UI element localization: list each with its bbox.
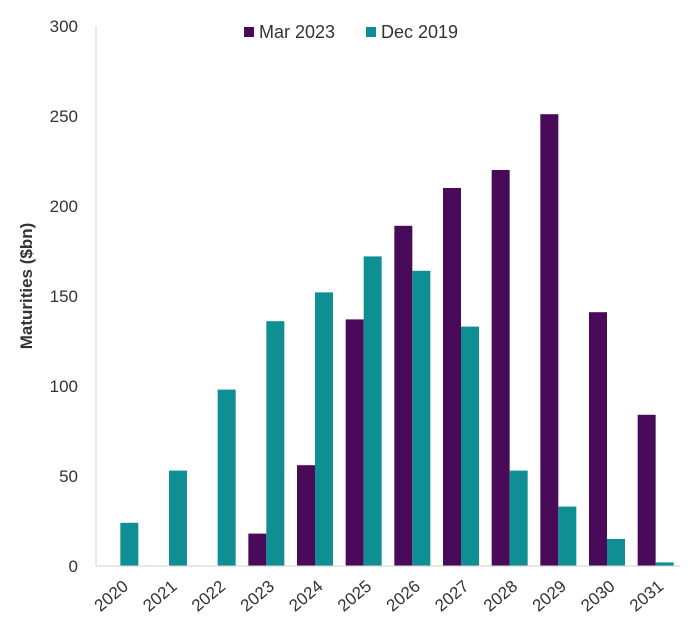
- legend-swatch: [244, 27, 254, 37]
- bar-mar-2023-2031: [637, 414, 656, 566]
- bar-dec-2019-2023: [266, 321, 285, 566]
- y-tick-label: 0: [69, 557, 78, 576]
- x-tick-label: 2020: [91, 577, 132, 616]
- x-tick-label: 2022: [188, 577, 229, 616]
- x-tick-label: 2027: [431, 577, 472, 616]
- bar-dec-2019-2031: [655, 562, 674, 566]
- bar-dec-2019-2027: [461, 326, 479, 566]
- bar-dec-2019-2022: [217, 389, 236, 566]
- x-tick-label: 2025: [334, 577, 375, 616]
- x-tick-label: 2023: [237, 577, 278, 616]
- bar-mar-2023-2025: [345, 319, 364, 566]
- bar-dec-2019-2028: [509, 470, 528, 566]
- y-axis-title: Maturities ($bn): [17, 223, 36, 350]
- bar-mar-2023-2029: [540, 114, 559, 566]
- y-axis-ticks: 0 50 100 150 200 250 300: [50, 17, 78, 576]
- bar-dec-2019-2024: [315, 292, 333, 566]
- x-tick-label: 2021: [139, 577, 180, 616]
- bar-dec-2019-2020: [120, 522, 139, 566]
- x-tick-label: 2031: [626, 577, 667, 616]
- bar-dec-2019-2030: [607, 539, 625, 566]
- y-tick-label: 250: [50, 107, 78, 126]
- bar-mar-2023-2027: [443, 188, 461, 566]
- x-tick-label: 2030: [577, 577, 618, 616]
- x-axis-ticks: 2020 2021 2022 2023 2024 2025 2026 2027 2028 2029…: [91, 577, 668, 616]
- bar-mar-2023-2023: [248, 533, 267, 566]
- y-tick-label: 300: [50, 17, 78, 36]
- bar-dec-2019-2026: [412, 270, 431, 566]
- bar-mar-2023-2028: [491, 170, 510, 566]
- x-tick-label: 2029: [529, 577, 570, 616]
- y-tick-label: 200: [50, 197, 78, 216]
- legend-swatch: [366, 27, 376, 37]
- bar-mar-2023-2024: [297, 465, 315, 566]
- bar-dec-2019-2021: [169, 470, 187, 566]
- bar-mar-2023-2030: [589, 312, 607, 566]
- legend: Mar 2023 Dec 2019: [244, 22, 458, 42]
- x-tick-label: 2026: [383, 577, 424, 616]
- legend-label: Dec 2019: [381, 22, 458, 42]
- x-tick-label: 2028: [480, 577, 521, 616]
- bar-mar-2023-2026: [394, 225, 413, 567]
- legend-label: Mar 2023: [259, 22, 335, 42]
- bar-dec-2019-2029: [558, 506, 577, 566]
- x-tick-label: 2024: [285, 577, 326, 616]
- y-tick-label: 50: [59, 467, 78, 486]
- y-tick-label: 150: [50, 287, 78, 306]
- bar-dec-2019-2025: [363, 256, 382, 566]
- bars: [120, 114, 674, 567]
- y-tick-label: 100: [50, 377, 78, 396]
